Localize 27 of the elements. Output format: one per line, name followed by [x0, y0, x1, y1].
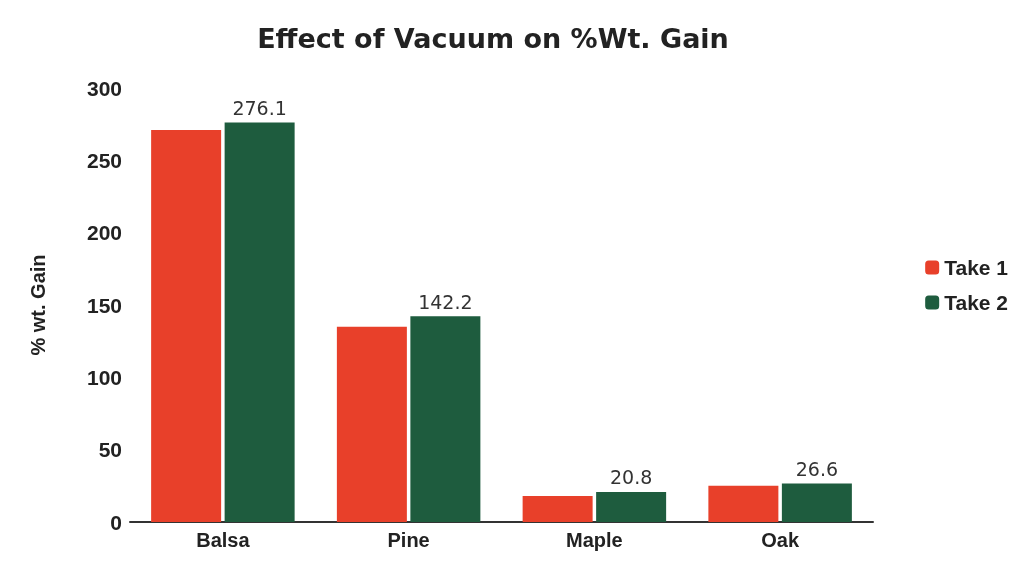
bar	[410, 316, 481, 522]
y-tick-label: 200	[86, 221, 122, 245]
x-tick-label: Balsa	[196, 529, 251, 551]
bar	[151, 129, 222, 522]
y-tick-label: 250	[86, 148, 122, 172]
y-tick-label: 300	[86, 76, 122, 100]
bar	[781, 483, 852, 522]
legend-label: Take 2	[944, 291, 1009, 314]
y-tick-label: 100	[86, 365, 122, 389]
data-label: 142.2	[418, 290, 473, 313]
x-tick-label: Oak	[761, 529, 800, 551]
data-label: 276.1	[232, 97, 287, 120]
bar	[596, 491, 667, 522]
y-axis-title: % wt. Gain	[27, 254, 49, 356]
y-tick-label: 50	[98, 438, 122, 462]
bar	[708, 485, 779, 522]
bar	[224, 122, 295, 522]
x-tick-label: Maple	[566, 529, 623, 551]
y-tick-label: 0	[110, 510, 122, 534]
data-label: 20.8	[609, 466, 653, 489]
bar	[522, 495, 593, 522]
chart-title: Effect of Vacuum on %Wt. Gain	[257, 23, 729, 54]
x-tick-label: Pine	[387, 529, 430, 551]
legend-label: Take 1	[944, 256, 1009, 279]
data-label: 26.6	[795, 458, 839, 481]
y-tick-label: 150	[86, 293, 122, 317]
bar	[336, 326, 407, 522]
